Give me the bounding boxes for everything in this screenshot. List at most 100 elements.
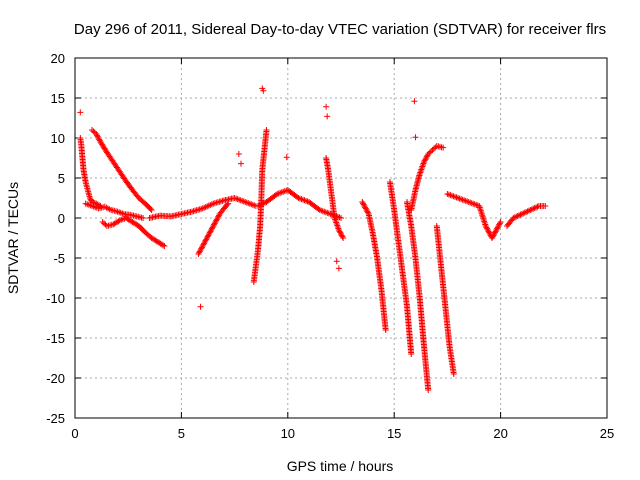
data-point [213,216,220,223]
data-point [203,236,210,243]
data-point [87,196,94,203]
data-point [89,127,96,133]
data-point [432,144,439,151]
data-point [359,199,366,205]
data-point [200,241,207,248]
data-point [518,211,525,217]
outlier-point [77,109,84,116]
data-point [520,210,527,217]
data-point [213,217,220,224]
x-tick-label: 15 [387,426,401,441]
data-point [423,155,430,161]
data-point [528,206,535,213]
data-point [489,235,496,241]
y-tick-label: -20 [46,371,65,386]
data-point [335,227,342,233]
data-point [95,135,102,141]
outlier-point [283,154,290,161]
data-point [486,229,493,236]
data-point [337,229,344,236]
data-point [115,218,122,225]
y-tick-label: 5 [58,171,65,186]
data-point [90,128,97,135]
data-point [212,219,219,225]
y-tick-label: 20 [51,51,65,66]
data-point [364,208,371,215]
data-point [260,200,267,207]
data-point [225,200,232,207]
x-tick-label: 10 [281,426,295,441]
data-point [93,131,100,137]
data-point [494,225,501,232]
data-point [514,213,521,219]
data-point [209,224,216,231]
data-point [362,205,369,212]
data-point [201,240,208,247]
data-point [96,136,103,143]
data-point [362,204,369,211]
data-point [86,195,93,201]
data-point [542,203,549,209]
y-tick-label: -15 [46,331,65,346]
data-point [197,247,204,253]
x-tick-label: 20 [493,426,507,441]
outlier-point [235,151,242,157]
data-point [425,151,432,157]
data-point [215,213,222,220]
data-point [421,157,428,164]
data-point [211,221,218,228]
data-point [147,205,154,212]
x-tick-label: 25 [600,426,614,441]
data-point [524,208,531,215]
data-point [489,233,496,240]
data-point [420,159,427,165]
data-point [208,225,215,232]
data-point [428,148,435,155]
data-point [207,228,214,235]
data-point [450,371,457,377]
data-point [521,209,528,216]
data-point [140,215,147,221]
data-point [206,229,213,236]
data-point [257,201,264,208]
y-tick-label: 0 [58,211,65,226]
data-point [484,227,491,233]
data-point [336,228,343,235]
outlier-point [197,303,204,310]
data-point [208,227,215,233]
data-point [206,231,213,237]
outlier-point [411,98,418,105]
data-point [363,207,370,213]
data-point [195,251,202,257]
y-tick-label: -5 [53,251,65,266]
data-point [340,235,347,241]
data-point [482,223,489,229]
data-point [196,248,203,255]
data-point [408,351,415,357]
data-point [423,153,430,160]
data-point [511,214,518,221]
data-point [516,212,523,219]
data-point [510,215,517,221]
data-point [430,145,437,152]
data-points [77,85,549,393]
data-point [211,220,218,227]
data-point [483,224,490,231]
data-point [494,224,501,231]
data-point [198,245,205,252]
data-point [256,202,263,209]
data-point [491,229,498,236]
data-point [440,144,447,151]
data-point [210,223,217,229]
data-point [161,243,168,249]
outlier-point [333,258,340,265]
data-point [530,205,537,212]
data-point [204,233,211,240]
data-point [422,156,429,163]
data-point [101,220,108,227]
data-point [214,215,221,221]
data-point [364,209,371,216]
y-tick-label: -25 [46,411,65,426]
